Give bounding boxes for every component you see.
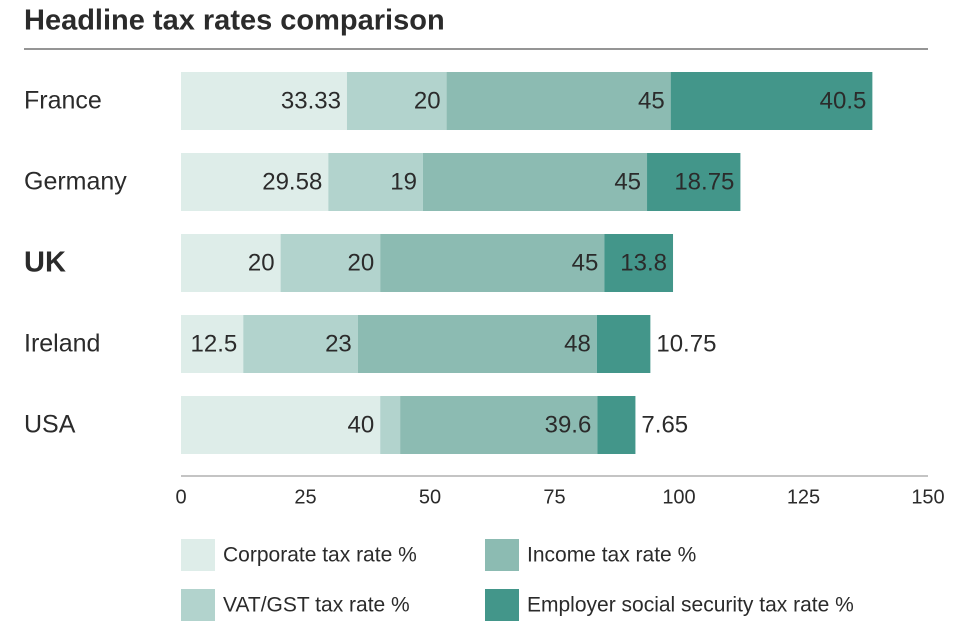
legend-label: Income tax rate %: [527, 544, 696, 567]
value-label: 18.75: [674, 168, 734, 195]
bar-segment: [181, 72, 347, 130]
bar-segment: [181, 396, 381, 454]
legend-swatch: [181, 539, 215, 571]
bar-segment: [446, 72, 671, 130]
x-tick-label: 150: [911, 486, 944, 508]
bar-segment: [380, 234, 605, 292]
bar-segment: [400, 396, 598, 454]
x-tick-label: 75: [543, 486, 565, 508]
value-label: 20: [347, 249, 374, 276]
bar-segment: [422, 153, 648, 211]
category-label: Ireland: [24, 330, 100, 358]
bar-segment: [181, 234, 281, 292]
category-label: Germany: [24, 168, 127, 196]
x-tick-label: 125: [787, 486, 820, 508]
chart-title: Headline tax rates comparison: [24, 5, 445, 37]
bar-segment: [328, 153, 423, 211]
legend-swatch: [485, 539, 519, 571]
value-label: 20: [248, 249, 275, 276]
value-label: 45: [638, 87, 665, 114]
bar-segment: [647, 153, 741, 211]
value-label: 39.6: [545, 411, 592, 438]
value-label: 33.33: [281, 87, 341, 114]
bar-segment: [280, 234, 381, 292]
value-label: 45: [572, 249, 599, 276]
value-label: 40.5: [820, 87, 867, 114]
value-label: 7.65: [641, 411, 688, 438]
legend-label: Corporate tax rate %: [223, 544, 417, 567]
value-label: 20: [414, 87, 441, 114]
bar-segment: [380, 396, 401, 454]
x-tick-label: 25: [294, 486, 316, 508]
value-label: 48: [564, 330, 591, 357]
bar-segment: [181, 153, 329, 211]
legend-swatch: [485, 589, 519, 621]
bar-segment: [596, 315, 651, 373]
value-label: 12.5: [191, 330, 238, 357]
category-label: UK: [24, 247, 66, 279]
value-label: 45: [614, 168, 641, 195]
x-tick-label: 100: [662, 486, 695, 508]
bar-segment: [346, 72, 447, 130]
category-label: France: [24, 87, 102, 115]
bar-segment: [604, 234, 674, 292]
bar-segment: [181, 315, 244, 373]
bar-segment: [670, 72, 873, 130]
legend-label: Employer social security tax rate %: [527, 594, 854, 617]
bar-segment: [243, 315, 358, 373]
value-label: 40: [347, 411, 374, 438]
value-label: 13.8: [620, 249, 667, 276]
category-label: USA: [24, 411, 76, 439]
x-tick-label: 0: [175, 486, 186, 508]
value-label: 23: [325, 330, 352, 357]
legend-swatch: [181, 589, 215, 621]
value-label: 19: [390, 168, 417, 195]
bar-segment: [357, 315, 597, 373]
bar-segment: [597, 396, 636, 454]
value-label: 29.58: [262, 168, 322, 195]
value-label: 10.75: [656, 330, 716, 357]
legend-label: VAT/GST tax rate %: [223, 594, 410, 617]
x-tick-label: 50: [419, 486, 441, 508]
